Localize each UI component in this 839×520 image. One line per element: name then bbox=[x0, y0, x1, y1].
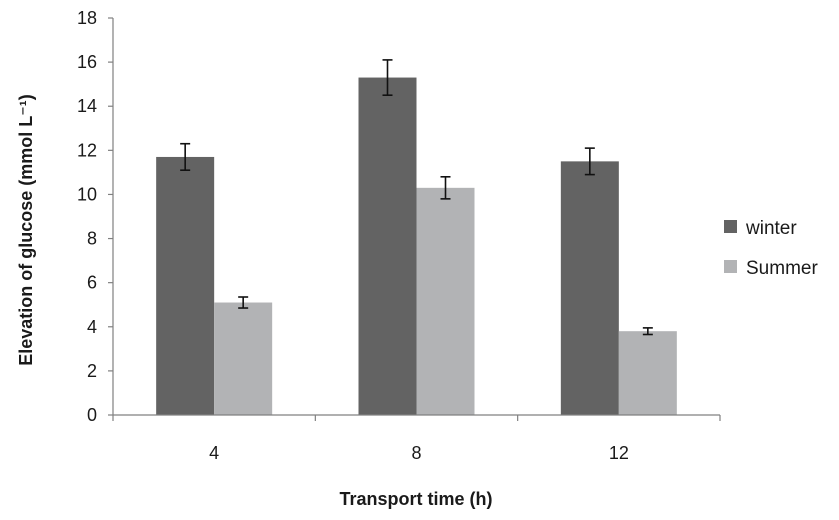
y-tick-label: 0 bbox=[87, 405, 97, 425]
y-tick-label: 14 bbox=[77, 96, 97, 116]
y-tick-label: 12 bbox=[77, 140, 97, 160]
x-tick-label: 12 bbox=[609, 443, 629, 463]
bar-winter-12 bbox=[560, 161, 619, 415]
bars-layer bbox=[156, 77, 677, 416]
x-tick-label: 8 bbox=[411, 443, 421, 463]
legend-label-summer: Summer bbox=[746, 258, 818, 279]
x-tick-label: 4 bbox=[209, 443, 219, 463]
legend-swatch-summer bbox=[724, 260, 737, 273]
y-axis-title: Elevation of glucose (mmol L⁻¹) bbox=[16, 94, 36, 366]
legend: winter Summer bbox=[724, 218, 818, 279]
y-tick-label: 2 bbox=[87, 361, 97, 381]
y-tick-label: 18 bbox=[77, 8, 97, 28]
y-tick-label: 16 bbox=[77, 52, 97, 72]
y-tick-label: 4 bbox=[87, 317, 97, 337]
bar-summer-4 bbox=[214, 302, 273, 415]
bar-winter-8 bbox=[358, 77, 417, 416]
legend-label-winter: winter bbox=[745, 218, 797, 239]
y-tick-label: 6 bbox=[87, 273, 97, 293]
x-axis-title: Transport time (h) bbox=[339, 489, 492, 509]
y-tick-label: 10 bbox=[77, 184, 97, 204]
y-ticks: 0 2 4 6 8 10 12 14 16 18 bbox=[77, 8, 113, 425]
x-ticks: 4 8 12 bbox=[112, 415, 721, 463]
error-bars-layer bbox=[180, 59, 653, 336]
bar-winter-4 bbox=[156, 156, 215, 415]
bar-summer-8 bbox=[416, 187, 475, 415]
legend-swatch-winter bbox=[724, 220, 737, 233]
bar-summer-12 bbox=[618, 331, 677, 415]
y-tick-label: 8 bbox=[87, 229, 97, 249]
